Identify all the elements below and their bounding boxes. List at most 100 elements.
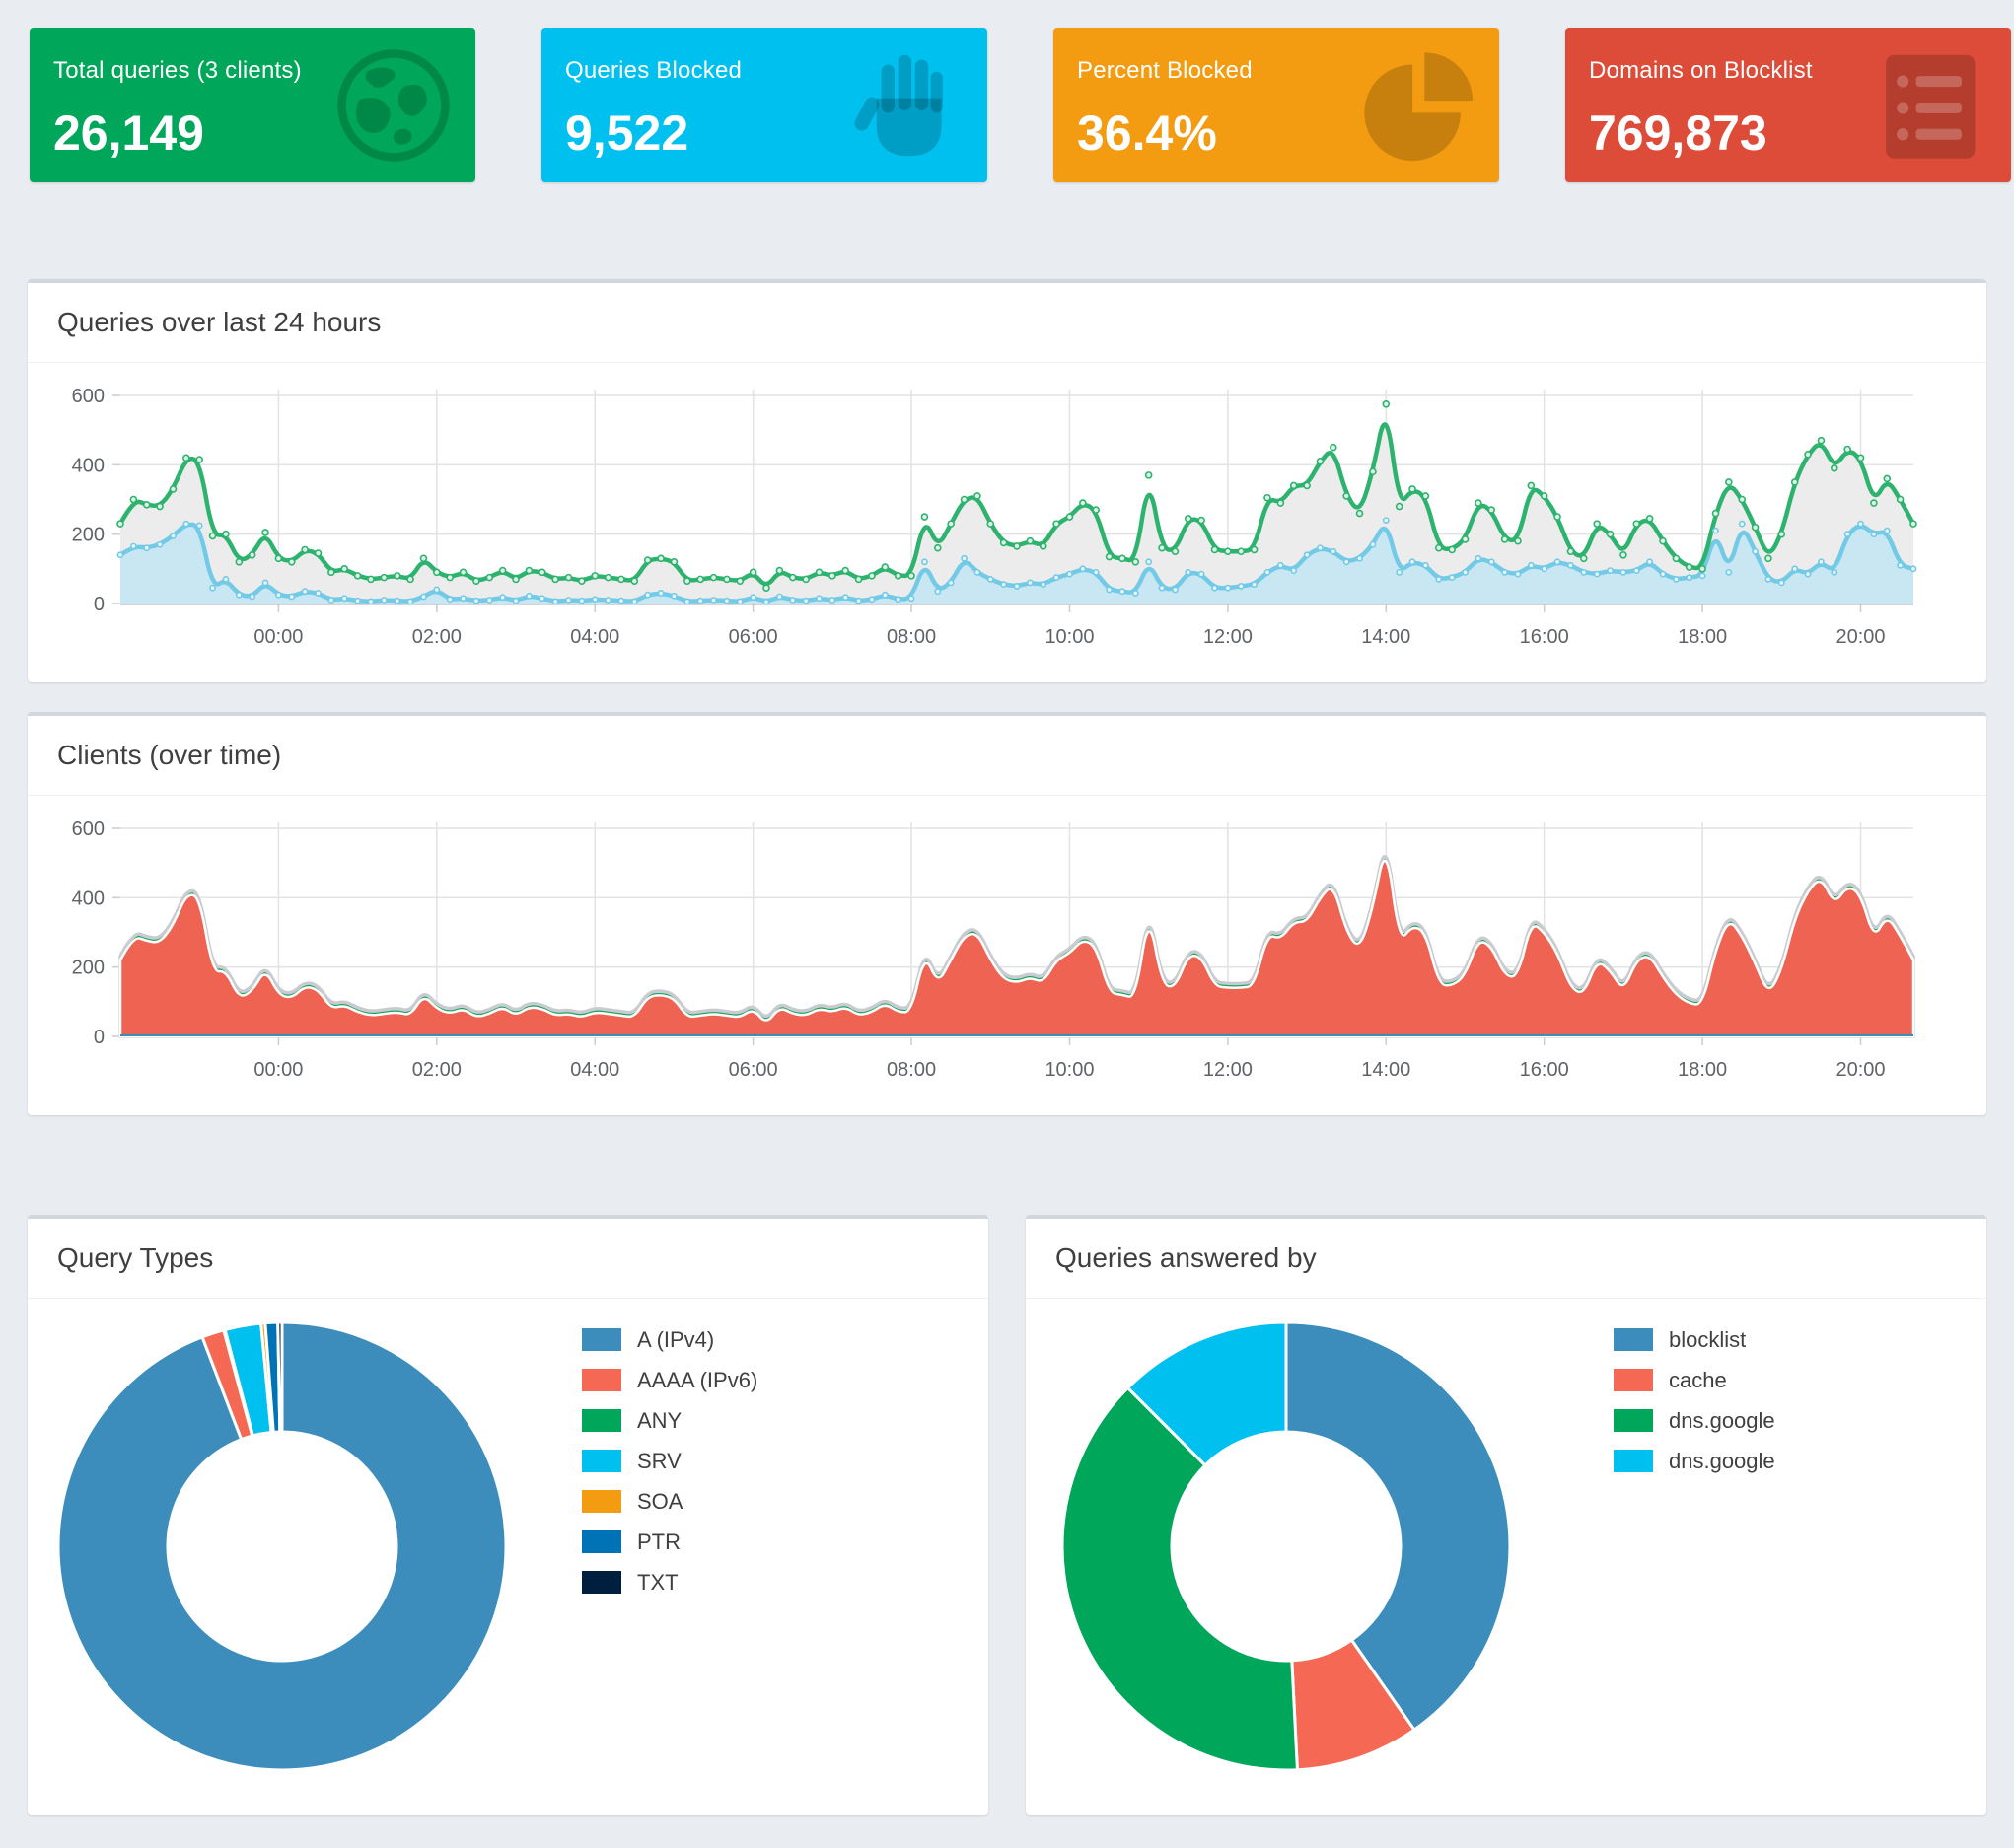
stat-card-total-queries: Total queries (3 clients) 26,149: [30, 28, 475, 182]
x-axis-tick-label: 04:00: [570, 626, 619, 648]
stat-value: 9,522: [565, 106, 689, 161]
globe-icon: [333, 45, 454, 166]
x-axis-tick-label: 08:00: [887, 626, 936, 648]
y-axis-tick-label: 200: [72, 958, 105, 979]
legend-color-swatch: [582, 1409, 621, 1432]
pie-chart-icon: [1357, 45, 1477, 166]
legend-item[interactable]: cache: [1614, 1360, 1775, 1400]
legend-label: TXT: [637, 1569, 679, 1595]
x-axis-tick-label: 12:00: [1203, 1059, 1253, 1081]
x-axis-tick-label: 00:00: [253, 626, 303, 648]
x-axis-tick-label: 12:00: [1203, 626, 1253, 648]
card-title: Query Types: [57, 1243, 214, 1273]
stat-label: Domains on Blocklist: [1589, 57, 1813, 84]
legend-label: dns.google: [1669, 1448, 1775, 1473]
hand-icon: [845, 45, 966, 166]
legend-label: SOA: [637, 1488, 683, 1514]
stat-card-queries-blocked: Queries Blocked 9,522: [541, 28, 987, 182]
x-axis-tick-label: 04:00: [570, 1059, 619, 1081]
donut-slice-a-ipv4-[interactable]: [56, 1320, 508, 1772]
donut-slice-txt[interactable]: [276, 1320, 284, 1434]
legend-color-swatch: [1614, 1328, 1653, 1351]
legend-item[interactable]: blocklist: [1614, 1319, 1775, 1360]
legend-color-swatch: [582, 1530, 621, 1553]
divider: [28, 1298, 988, 1299]
y-axis-tick-label: 0: [94, 1027, 105, 1048]
y-axis-tick-label: 600: [72, 818, 105, 840]
list-icon: [1869, 45, 1989, 166]
legend-item[interactable]: A (IPv4): [582, 1319, 757, 1360]
legend-color-swatch: [1614, 1450, 1653, 1472]
query-types-donut-chart[interactable]: [28, 1302, 988, 1819]
x-axis-tick-label: 20:00: [1835, 626, 1885, 648]
stat-label: Percent Blocked: [1077, 57, 1253, 84]
legend-label: AAAA (IPv6): [637, 1367, 758, 1392]
legend-item[interactable]: dns.google: [1614, 1400, 1775, 1441]
y-axis-tick-label: 600: [72, 386, 105, 407]
clients-over-time-card: Clients (over time) 00:00 02:00 04:00 06:00…: [28, 712, 1986, 1115]
queries-over-time-chart[interactable]: 00:00 02:00 04:00 06:00 08:00 10:00 12:00 14:00…: [57, 370, 1957, 666]
x-axis-tick-label: 16:00: [1520, 626, 1569, 648]
legend-label: cache: [1669, 1367, 1727, 1392]
legend-color-swatch: [582, 1450, 621, 1472]
y-axis-tick-label: 200: [72, 525, 105, 546]
x-axis-tick-label: 08:00: [887, 1059, 936, 1081]
x-axis-tick-label: 14:00: [1361, 1059, 1410, 1081]
legend-item[interactable]: TXT: [582, 1562, 757, 1602]
y-axis-tick-label: 400: [72, 455, 105, 476]
divider: [28, 362, 1986, 363]
legend-color-swatch: [582, 1328, 621, 1351]
legend-label: PTR: [637, 1528, 681, 1554]
x-axis-tick-label: 02:00: [412, 626, 462, 648]
x-axis-tick-label: 10:00: [1044, 626, 1094, 648]
divider: [1026, 1298, 1986, 1299]
stat-label: Total queries (3 clients): [53, 57, 302, 84]
x-axis-tick-label: 20:00: [1835, 1059, 1885, 1081]
legend-color-swatch: [582, 1490, 621, 1513]
legend-item[interactable]: dns.google: [1614, 1441, 1775, 1481]
clients-over-time-chart[interactable]: 00:00 02:00 04:00 06:00 08:00 10:00 12:00 14:00…: [57, 803, 1957, 1099]
x-axis-tick-label: 18:00: [1678, 1059, 1727, 1081]
legend-label: SRV: [637, 1448, 682, 1473]
y-axis-tick-label: 0: [94, 594, 105, 615]
queries-answered-by-card: Queries answered by blocklist cache dns.go…: [1026, 1215, 1986, 1815]
card-title: Queries answered by: [1055, 1243, 1317, 1273]
query-types-legend: A (IPv4) AAAA (IPv6) ANY SRV SOA PTR TXT: [582, 1319, 757, 1602]
x-axis-tick-label: 18:00: [1678, 626, 1727, 648]
legend-label: dns.google: [1669, 1407, 1775, 1433]
stat-value: 769,873: [1589, 106, 1767, 161]
donut-slice-dns-google[interactable]: [1125, 1320, 1288, 1468]
x-axis-tick-label: 16:00: [1520, 1059, 1569, 1081]
legend-color-swatch: [1614, 1369, 1653, 1391]
legend-color-swatch: [1614, 1409, 1653, 1432]
card-title: Queries over last 24 hours: [57, 307, 382, 337]
donut-slice-dns-google[interactable]: [1060, 1386, 1299, 1772]
stat-card-domains-on-blocklist: Domains on Blocklist 769,873: [1565, 28, 2011, 182]
stat-value: 26,149: [53, 106, 204, 161]
stat-value: 36.4%: [1077, 106, 1217, 161]
legend-item[interactable]: ANY: [582, 1400, 757, 1441]
queries-answered-by-legend: blocklist cache dns.google dns.google: [1614, 1319, 1775, 1481]
card-title: Clients (over time): [57, 740, 282, 770]
divider: [28, 795, 1986, 796]
legend-label: blocklist: [1669, 1326, 1747, 1352]
x-axis-tick-label: 10:00: [1044, 1059, 1094, 1081]
donut-slice-blocklist[interactable]: [1284, 1320, 1512, 1733]
legend-label: ANY: [637, 1407, 683, 1433]
x-axis-tick-label: 02:00: [412, 1059, 462, 1081]
y-axis-tick-label: 400: [72, 888, 105, 909]
legend-item[interactable]: PTR: [582, 1522, 757, 1562]
queries-over-time-card: Queries over last 24 hours 00:00 02:00 04:…: [28, 279, 1986, 682]
legend-item[interactable]: AAAA (IPv6): [582, 1360, 757, 1400]
legend-label: A (IPv4): [637, 1326, 715, 1352]
stat-label: Queries Blocked: [565, 57, 743, 84]
x-axis-tick-label: 00:00: [253, 1059, 303, 1081]
legend-color-swatch: [582, 1369, 621, 1391]
legend-item[interactable]: SOA: [582, 1481, 757, 1522]
queries-answered-by-donut-chart[interactable]: [1026, 1302, 1986, 1819]
x-axis-tick-label: 06:00: [729, 1059, 778, 1081]
x-axis-tick-label: 14:00: [1361, 626, 1410, 648]
query-types-card: Query Types A (IPv4) AAAA (IPv6) ANY SRV SOA…: [28, 1215, 988, 1815]
legend-item[interactable]: SRV: [582, 1441, 757, 1481]
stat-card-percent-blocked: Percent Blocked 36.4%: [1053, 28, 1499, 182]
